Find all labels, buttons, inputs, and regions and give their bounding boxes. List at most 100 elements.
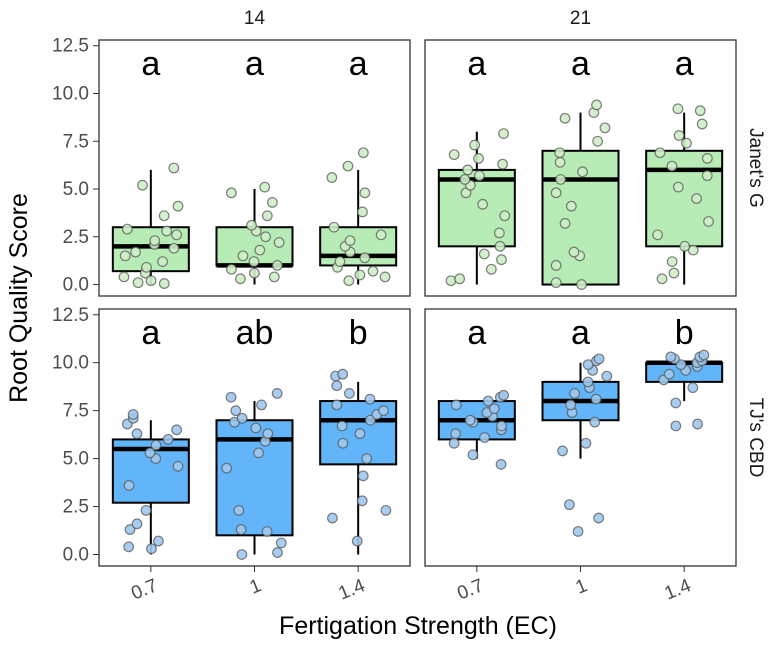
data-point	[450, 428, 461, 440]
data-point	[259, 181, 271, 193]
data-point	[221, 462, 233, 474]
data-point	[172, 200, 184, 212]
data-point	[477, 198, 489, 210]
row-strip-janet-s-g: Janet's G	[745, 128, 766, 208]
data-point	[665, 351, 677, 363]
data-point	[272, 547, 283, 558]
data-point	[146, 543, 157, 555]
data-point	[555, 174, 567, 185]
y-tick-label: 12.5	[52, 36, 89, 57]
data-point	[467, 449, 479, 461]
data-point	[124, 524, 136, 535]
data-point	[254, 244, 266, 256]
data-point	[550, 187, 562, 199]
data-point	[168, 162, 180, 174]
data-point	[559, 218, 571, 229]
data-point	[157, 256, 168, 268]
significance-letter: ab	[236, 314, 274, 352]
data-point	[698, 349, 710, 361]
data-point	[478, 248, 490, 260]
significance-letter: a	[571, 314, 590, 352]
data-point	[137, 179, 148, 191]
data-point	[663, 368, 675, 380]
panel-border	[98, 308, 411, 567]
data-point	[601, 370, 613, 382]
data-point	[499, 210, 511, 222]
data-point	[127, 409, 139, 420]
data-point	[591, 99, 602, 111]
significance-letter: a	[141, 45, 160, 83]
data-point	[268, 271, 280, 283]
data-point	[565, 200, 577, 212]
y-tick-label: 2.5	[63, 227, 89, 248]
x-tick-label: 1.4	[662, 575, 695, 605]
x-tick-label: 1.4	[336, 575, 369, 605]
data-point	[454, 273, 466, 285]
data-point	[692, 418, 703, 430]
data-point	[367, 265, 379, 277]
significance-letter: b	[349, 314, 368, 352]
x-axis-title: Fertigation Strength (EC)	[279, 612, 557, 640]
data-point	[696, 118, 708, 130]
data-point	[260, 231, 272, 243]
panel-border	[424, 308, 737, 567]
data-point	[666, 256, 678, 268]
data-point	[328, 221, 340, 233]
data-point	[256, 399, 267, 411]
data-point	[248, 256, 260, 268]
data-point	[140, 504, 152, 516]
data-point	[121, 223, 133, 235]
data-point	[469, 139, 481, 151]
data-point	[131, 518, 143, 530]
data-point	[237, 250, 249, 262]
data-point	[459, 174, 471, 185]
data-point	[681, 137, 692, 149]
data-point	[679, 240, 691, 252]
data-point	[495, 458, 507, 470]
data-point	[171, 229, 183, 241]
significance-letter: a	[245, 45, 264, 83]
data-point	[236, 549, 248, 560]
data-point	[488, 403, 500, 415]
y-tick-label: 2.5	[63, 497, 89, 518]
data-point	[271, 260, 283, 271]
data-point	[493, 227, 505, 239]
data-point	[378, 405, 389, 417]
data-point	[485, 263, 497, 275]
data-point	[131, 428, 143, 440]
data-point	[343, 387, 355, 399]
data-point	[550, 277, 562, 289]
data-point	[342, 160, 354, 172]
data-point	[261, 210, 273, 222]
data-point	[364, 393, 376, 405]
x-tick-label: 0.7	[128, 575, 160, 604]
data-point	[172, 460, 184, 472]
x-tick-label: 0.7	[454, 575, 486, 604]
data-point	[568, 246, 580, 258]
data-point	[701, 170, 713, 182]
y-tick-label: 7.5	[63, 131, 89, 152]
data-point	[327, 512, 338, 524]
data-point	[691, 193, 703, 204]
data-point	[337, 437, 349, 449]
x-tick-label: 1	[573, 575, 591, 598]
data-point	[261, 526, 273, 537]
data-point	[132, 277, 144, 289]
box-0-7	[111, 226, 190, 273]
column-strip-21: 21	[570, 8, 591, 29]
data-point	[701, 153, 713, 164]
data-point	[250, 422, 262, 434]
significance-letter: a	[467, 45, 486, 83]
data-point	[246, 219, 257, 231]
data-point	[550, 260, 562, 271]
data-point	[118, 271, 130, 283]
data-point	[158, 210, 170, 222]
significance-letter: a	[675, 45, 694, 83]
y-tick-label: 10.0	[52, 353, 89, 374]
data-point	[168, 242, 180, 254]
data-point	[494, 240, 506, 252]
